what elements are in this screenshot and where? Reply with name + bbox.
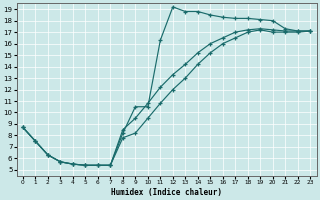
- X-axis label: Humidex (Indice chaleur): Humidex (Indice chaleur): [111, 188, 222, 197]
